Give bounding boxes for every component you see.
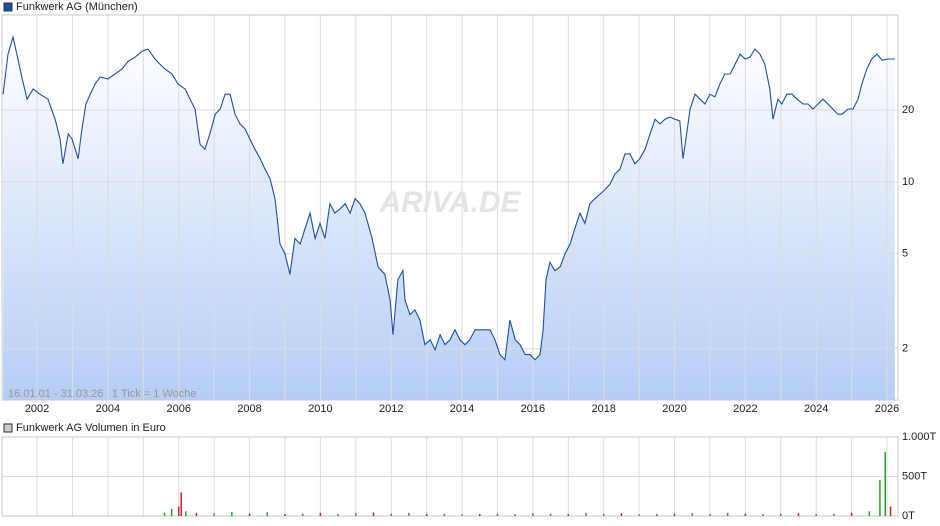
plot-frame: [1, 14, 899, 401]
volume-bar: [425, 514, 428, 516]
date-range: 16.01.01 - 31.03.26: [8, 388, 103, 400]
x-tick-label: 2018: [591, 403, 615, 415]
volume-bar: [355, 513, 357, 516]
volume-bar: [461, 514, 463, 516]
volume-bar: [266, 512, 269, 516]
y-tick-label: 500T: [902, 470, 927, 482]
volume-bar: [884, 452, 887, 516]
volume-bar: [177, 506, 180, 516]
volume-bar: [879, 479, 881, 516]
volume-bar: [673, 513, 676, 516]
tick-note: 1 Tick = 1 Woche: [112, 388, 196, 400]
volume-bar: [185, 511, 187, 516]
volume-bar: [868, 511, 871, 516]
plot-frame: [1, 436, 899, 517]
volume-bar: [213, 513, 215, 516]
volume-bar: [620, 513, 623, 516]
volume-bar: [815, 514, 817, 516]
x-tick-label: 2010: [308, 403, 332, 415]
volume-bar: [889, 506, 892, 516]
x-tick-label: 2026: [875, 403, 899, 415]
x-tick-label: 2002: [25, 403, 49, 415]
volume-bar: [408, 512, 410, 516]
y-tick-label: 10: [902, 176, 914, 188]
y-tick-label: 1.000T: [902, 431, 937, 443]
volume-bar: [602, 513, 605, 516]
volume-bar: [585, 512, 587, 516]
y-tick-label: 20: [902, 104, 914, 116]
volume-bar: [301, 513, 304, 516]
y-tick-label: 5: [902, 248, 908, 260]
x-tick-label: 2020: [662, 403, 686, 415]
volume-bar: [195, 512, 198, 516]
legend-swatch: [3, 2, 13, 12]
chart-title: Funkwerk AG Volumen in Euro: [16, 422, 166, 434]
watermark: ARIVA.DE: [378, 186, 521, 219]
volume-bar: [170, 508, 173, 516]
volume-bar: [478, 514, 481, 516]
x-tick-label: 2008: [237, 403, 261, 415]
volume-bar: [337, 514, 339, 516]
volume-bar: [762, 514, 764, 516]
volume-bar: [709, 514, 711, 516]
legend-swatch: [3, 423, 13, 433]
volume-bar: [744, 513, 747, 516]
volume-bar: [638, 514, 640, 516]
price-line: [2, 34, 895, 361]
volume-bar: [780, 513, 782, 516]
x-tick-label: 2016: [521, 403, 545, 415]
volume-bar: [833, 513, 835, 516]
x-tick-label: 2022: [733, 403, 757, 415]
x-tick-label: 2012: [379, 403, 403, 415]
x-tick-label: 2014: [450, 403, 474, 415]
volume-bar: [231, 512, 233, 516]
volume-bar: [797, 513, 800, 516]
volume-bar: [850, 512, 853, 516]
volume-bar: [180, 492, 182, 516]
volume-bar: [496, 513, 499, 516]
x-tick-label: 2006: [166, 403, 190, 415]
chart-title: Funkwerk AG (München): [16, 1, 138, 13]
y-tick-label: 2: [902, 343, 908, 355]
x-tick-label: 2004: [96, 403, 120, 415]
volume-bar: [567, 514, 570, 516]
volume-bar: [532, 513, 534, 516]
area: [3, 37, 895, 400]
y-tick-label: 0T: [902, 510, 915, 522]
volume-bar: [726, 512, 729, 516]
volume-bar: [514, 514, 516, 516]
volume-bar: [656, 514, 658, 516]
volume-bar: [372, 512, 375, 516]
volume-bar: [284, 514, 286, 516]
x-tick-label: 2024: [804, 403, 828, 415]
volume-bar: [163, 512, 166, 516]
volume-bar: [248, 513, 251, 516]
volume-bar: [443, 513, 446, 516]
volume-bar: [549, 513, 552, 516]
volume-bar: [319, 512, 322, 516]
volume-bar: [390, 513, 392, 516]
volume-bar: [691, 513, 693, 516]
